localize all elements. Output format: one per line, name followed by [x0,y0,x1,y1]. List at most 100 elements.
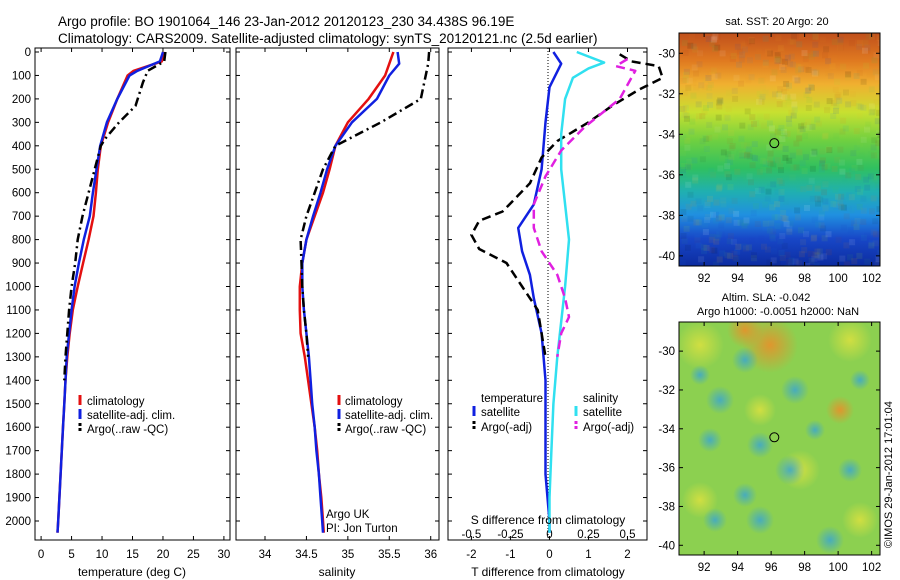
sla-map-title-line2: Argo h1000: -0.0051 h2000: NaN [697,306,859,318]
sst-pixel [715,215,722,222]
sst-pixel [826,98,833,105]
sst-pixel [731,197,738,204]
sst-pixel [864,44,871,51]
sst-pixel [788,53,795,60]
sst-pixel [759,93,766,100]
sst-pixel [686,77,693,84]
sst-pixel [751,91,758,98]
sst-pixel [798,66,805,73]
sst-pixel [762,220,769,227]
temperature-legend: climatology satellite-adj. clim. Argo(..… [78,395,175,436]
sst-pixel [682,76,689,83]
sst-pixel [712,133,719,140]
x-tick-label: 1 [585,549,591,561]
sst-pixel [708,71,715,78]
sst-pixel [856,203,863,210]
sst-pixel [736,48,743,55]
sst-pixel [779,136,786,142]
sst-pixel [705,36,712,42]
sst-pixel [746,173,753,180]
sst-pixel [819,148,826,155]
sst-pixel [802,66,809,73]
sst-pixel [788,262,794,266]
sst-pixel [864,126,870,133]
lon-tick-label: 96 [765,273,778,285]
sst-pixel [769,204,776,211]
sst-pixel [825,58,832,65]
sst-pixel [874,261,880,266]
sst-pixel [810,50,817,57]
sst-pixel [705,201,712,207]
sst-pixel [727,233,734,240]
sst-pixel [800,186,807,193]
sst-pixel [789,61,796,68]
sst-map: sat. SST: 20 Argo: 20 92 94 96 98 100 102 -30 -… [658,16,881,285]
sst-pixel [776,128,783,135]
sst-pixel [687,42,694,49]
sla-anomaly-blob [732,347,758,373]
sla-anomaly-blob [703,508,727,532]
sst-pixel [686,163,693,170]
top-x-tick-label: 0 [546,529,552,541]
sst-pixel [730,53,737,59]
sst-pixel [696,61,703,68]
sst-pixel [701,109,708,116]
sst-pixel [720,201,727,208]
sla-map-ticks: 92 94 96 98 100 102 -30 -32 -34 -36 -38 -40 [658,322,881,574]
sst-pixel [769,233,775,240]
sst-pixel [710,171,717,178]
sst-pixel [703,136,710,143]
sst-pixel [704,247,710,253]
sst-pixel [835,236,842,243]
sst-pixel [679,106,686,112]
sst-pixel [704,200,711,206]
sst-pixel [864,232,871,239]
sst-pixel [774,223,781,230]
sst-pixel [788,60,795,67]
salinity-xlabel: salinity [319,565,356,579]
sst-pixel [868,86,875,93]
sla-anomaly-blob [805,420,825,440]
sst-pixel [876,197,880,204]
sst-pixel [831,99,838,106]
salinity-series [298,51,431,533]
sst-pixel [767,160,774,167]
sst-pixel [844,261,851,266]
sst-pixel [702,135,709,142]
sst-pixel [708,246,715,253]
sst-pixel [744,142,750,149]
sst-pixel [731,95,738,102]
sst-pixel [848,40,855,47]
sst-pixel [686,247,693,254]
sst-pixel [742,46,748,53]
sst-pixel [860,195,867,202]
sst-pixel [715,72,722,79]
sst-pixel [857,164,864,171]
sst-pixel [868,242,875,249]
lon-tick-label: 98 [798,562,811,574]
sst-pixel [695,219,702,226]
sst-pixel [738,80,745,87]
sst-pixel [731,87,738,94]
sst-pixel [792,258,799,265]
sst-pixel [825,199,832,206]
sst-pixel [864,47,871,54]
sst-pixel [714,234,721,241]
sst-pixel [870,229,877,236]
sst-pixel [783,80,790,87]
sst-pixel [798,251,805,258]
sst-pixel [710,67,717,74]
sst-pixel [705,75,712,81]
sst-pixel [747,124,754,131]
sst-pixel [786,82,792,89]
sst-pixel [871,57,878,64]
sst-pixel [860,136,867,143]
sst-pixel [716,256,723,263]
sla-map-frame [678,321,881,556]
lat-tick-label: -40 [658,540,675,552]
sst-pixel [873,99,880,106]
sst-pixel [812,41,819,48]
sst-pixel [748,37,755,44]
sst-pixel [763,137,769,144]
sst-pixel [862,39,869,46]
